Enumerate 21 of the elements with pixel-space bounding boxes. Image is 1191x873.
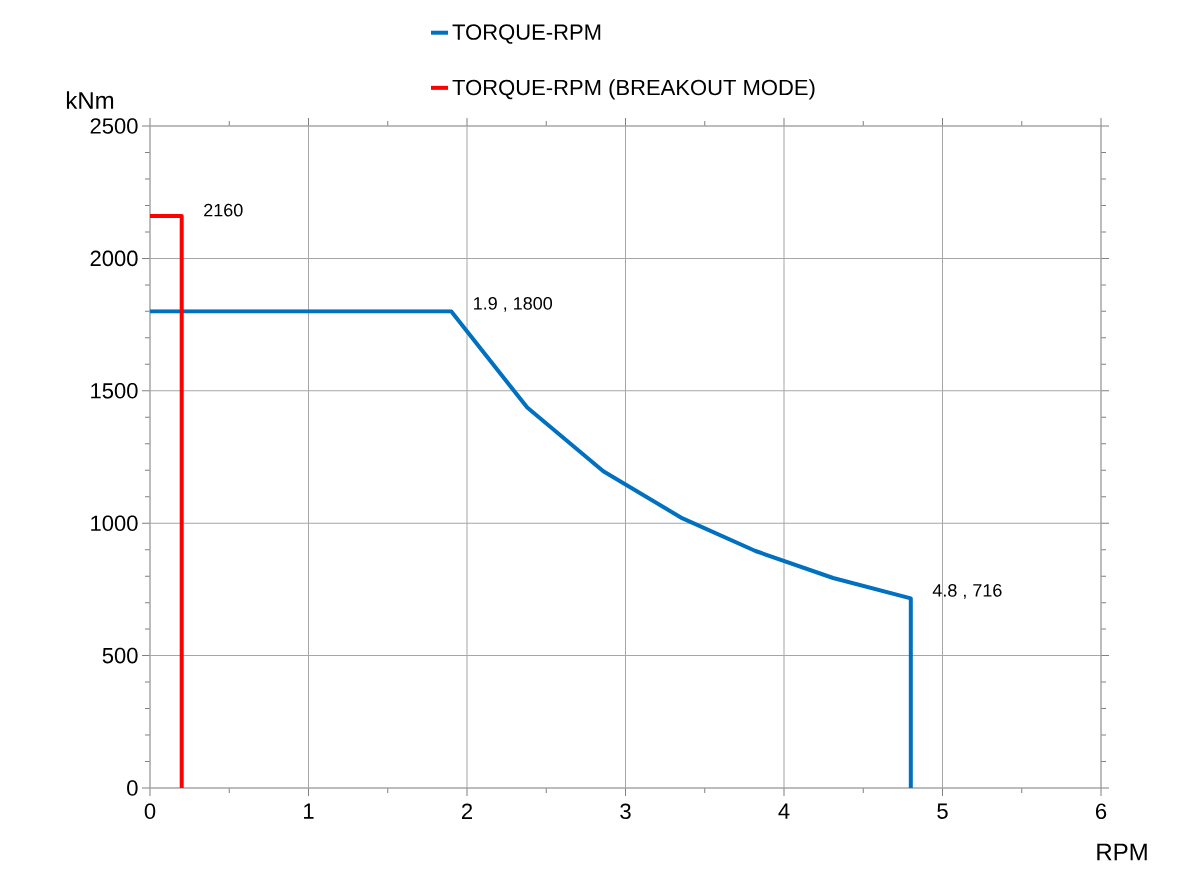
y-tick-label: 0 (127, 780, 138, 796)
line-series (150, 309, 913, 788)
y-tick-label: 2500 (90, 118, 138, 134)
annotation: 1.9 , 1800 (474, 296, 553, 312)
x-tick-label: 5 (937, 803, 948, 819)
annotation: 4.8 , 716 (932, 583, 1002, 599)
x-tick-label: 0 (144, 803, 156, 820)
x-axis-title: RPM (1097, 843, 1147, 861)
legend-label: TORQUE-RPM (452, 24, 601, 44)
y-tick-label: 500 (102, 647, 138, 664)
x-tick-label: 1 (304, 803, 314, 819)
y-axis-title: kNm (66, 91, 114, 109)
y-tick-label: 1500 (91, 383, 138, 399)
x-tick-label: 6 (1096, 803, 1107, 820)
legend-label: TORQUE-RPM (BREAKOUT MODE) (452, 79, 815, 100)
x-tick-label: 3 (620, 803, 631, 820)
y-tick-label: 2000 (90, 250, 138, 267)
y-tick-label: 1000 (91, 515, 138, 531)
annotation: 2160 (204, 203, 243, 217)
x-tick-label: 4 (778, 803, 790, 819)
x-tick-label: 2 (462, 803, 473, 819)
